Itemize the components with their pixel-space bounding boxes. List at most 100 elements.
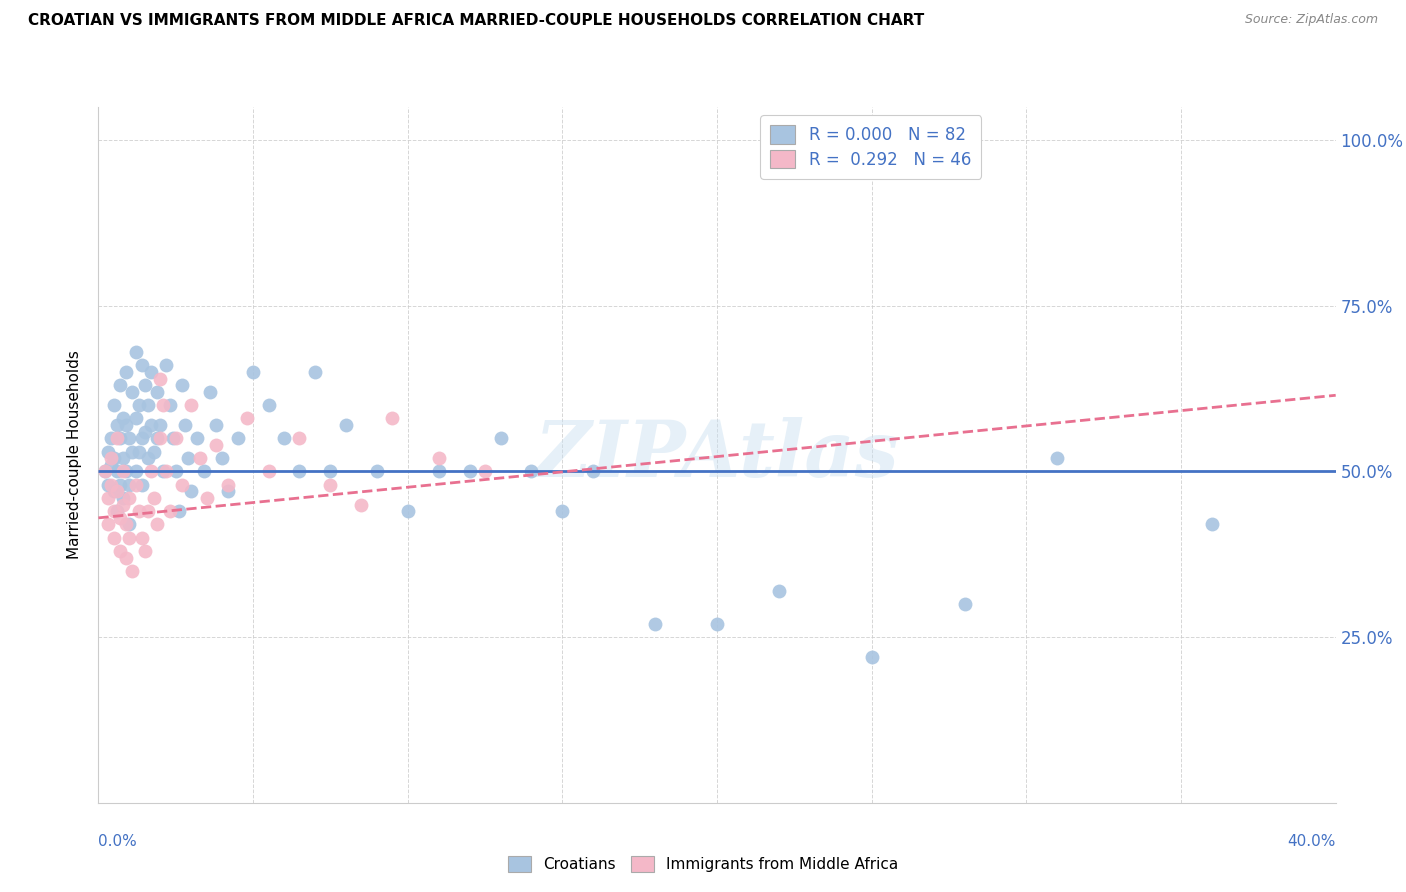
- Point: [118, 531, 141, 545]
- Point: [195, 491, 218, 505]
- Point: [112, 451, 135, 466]
- Point: [103, 531, 125, 545]
- Point: [273, 431, 295, 445]
- Point: [186, 431, 208, 445]
- Point: [242, 365, 264, 379]
- Point: [108, 378, 131, 392]
- Point: [115, 365, 138, 379]
- Point: [93, 465, 115, 479]
- Point: [155, 465, 177, 479]
- Point: [128, 398, 150, 412]
- Point: [100, 458, 122, 472]
- Point: [366, 465, 388, 479]
- Point: [706, 616, 728, 631]
- Point: [105, 504, 128, 518]
- Point: [165, 431, 187, 445]
- Point: [139, 418, 162, 433]
- Point: [136, 451, 159, 466]
- Point: [860, 650, 883, 665]
- Point: [211, 451, 233, 466]
- Y-axis label: Married-couple Households: Married-couple Households: [67, 351, 83, 559]
- Point: [100, 477, 122, 491]
- Point: [105, 465, 128, 479]
- Point: [146, 384, 169, 399]
- Point: [396, 504, 419, 518]
- Point: [953, 597, 976, 611]
- Text: 0.0%: 0.0%: [98, 834, 138, 849]
- Point: [149, 372, 172, 386]
- Point: [118, 477, 141, 491]
- Point: [136, 398, 159, 412]
- Point: [236, 411, 259, 425]
- Point: [427, 451, 450, 466]
- Point: [134, 544, 156, 558]
- Point: [115, 418, 138, 433]
- Point: [108, 477, 131, 491]
- Text: ZIPAtlas: ZIPAtlas: [534, 417, 900, 493]
- Point: [139, 365, 162, 379]
- Point: [97, 491, 120, 505]
- Point: [134, 378, 156, 392]
- Point: [118, 491, 141, 505]
- Point: [100, 431, 122, 445]
- Point: [105, 431, 128, 445]
- Point: [124, 345, 146, 359]
- Legend: Croatians, Immigrants from Middle Africa: Croatians, Immigrants from Middle Africa: [501, 848, 905, 880]
- Point: [121, 564, 143, 578]
- Point: [112, 491, 135, 505]
- Point: [167, 504, 190, 518]
- Point: [115, 550, 138, 565]
- Point: [97, 444, 120, 458]
- Point: [474, 465, 496, 479]
- Point: [381, 411, 404, 425]
- Point: [177, 451, 200, 466]
- Point: [159, 398, 181, 412]
- Point: [180, 398, 202, 412]
- Point: [159, 504, 181, 518]
- Point: [288, 465, 311, 479]
- Point: [131, 359, 153, 373]
- Point: [115, 465, 138, 479]
- Point: [103, 484, 125, 499]
- Point: [105, 484, 128, 499]
- Point: [112, 465, 135, 479]
- Point: [100, 451, 122, 466]
- Point: [93, 465, 115, 479]
- Point: [170, 378, 193, 392]
- Point: [149, 418, 172, 433]
- Point: [350, 498, 373, 512]
- Point: [131, 531, 153, 545]
- Text: CROATIAN VS IMMIGRANTS FROM MIDDLE AFRICA MARRIED-COUPLE HOUSEHOLDS CORRELATION : CROATIAN VS IMMIGRANTS FROM MIDDLE AFRIC…: [28, 13, 924, 29]
- Point: [174, 418, 197, 433]
- Point: [205, 438, 228, 452]
- Point: [118, 431, 141, 445]
- Point: [198, 384, 221, 399]
- Point: [1201, 517, 1223, 532]
- Point: [131, 431, 153, 445]
- Point: [115, 517, 138, 532]
- Point: [170, 477, 193, 491]
- Point: [335, 418, 357, 433]
- Point: [108, 431, 131, 445]
- Point: [768, 583, 790, 598]
- Point: [489, 431, 512, 445]
- Point: [103, 398, 125, 412]
- Point: [217, 484, 239, 499]
- Point: [143, 444, 166, 458]
- Point: [124, 477, 146, 491]
- Point: [551, 504, 574, 518]
- Point: [193, 465, 215, 479]
- Point: [136, 504, 159, 518]
- Point: [152, 398, 174, 412]
- Point: [108, 544, 131, 558]
- Point: [105, 418, 128, 433]
- Point: [97, 477, 120, 491]
- Point: [319, 465, 342, 479]
- Point: [121, 444, 143, 458]
- Point: [257, 465, 280, 479]
- Point: [458, 465, 481, 479]
- Point: [108, 511, 131, 525]
- Point: [257, 398, 280, 412]
- Point: [288, 431, 311, 445]
- Point: [131, 477, 153, 491]
